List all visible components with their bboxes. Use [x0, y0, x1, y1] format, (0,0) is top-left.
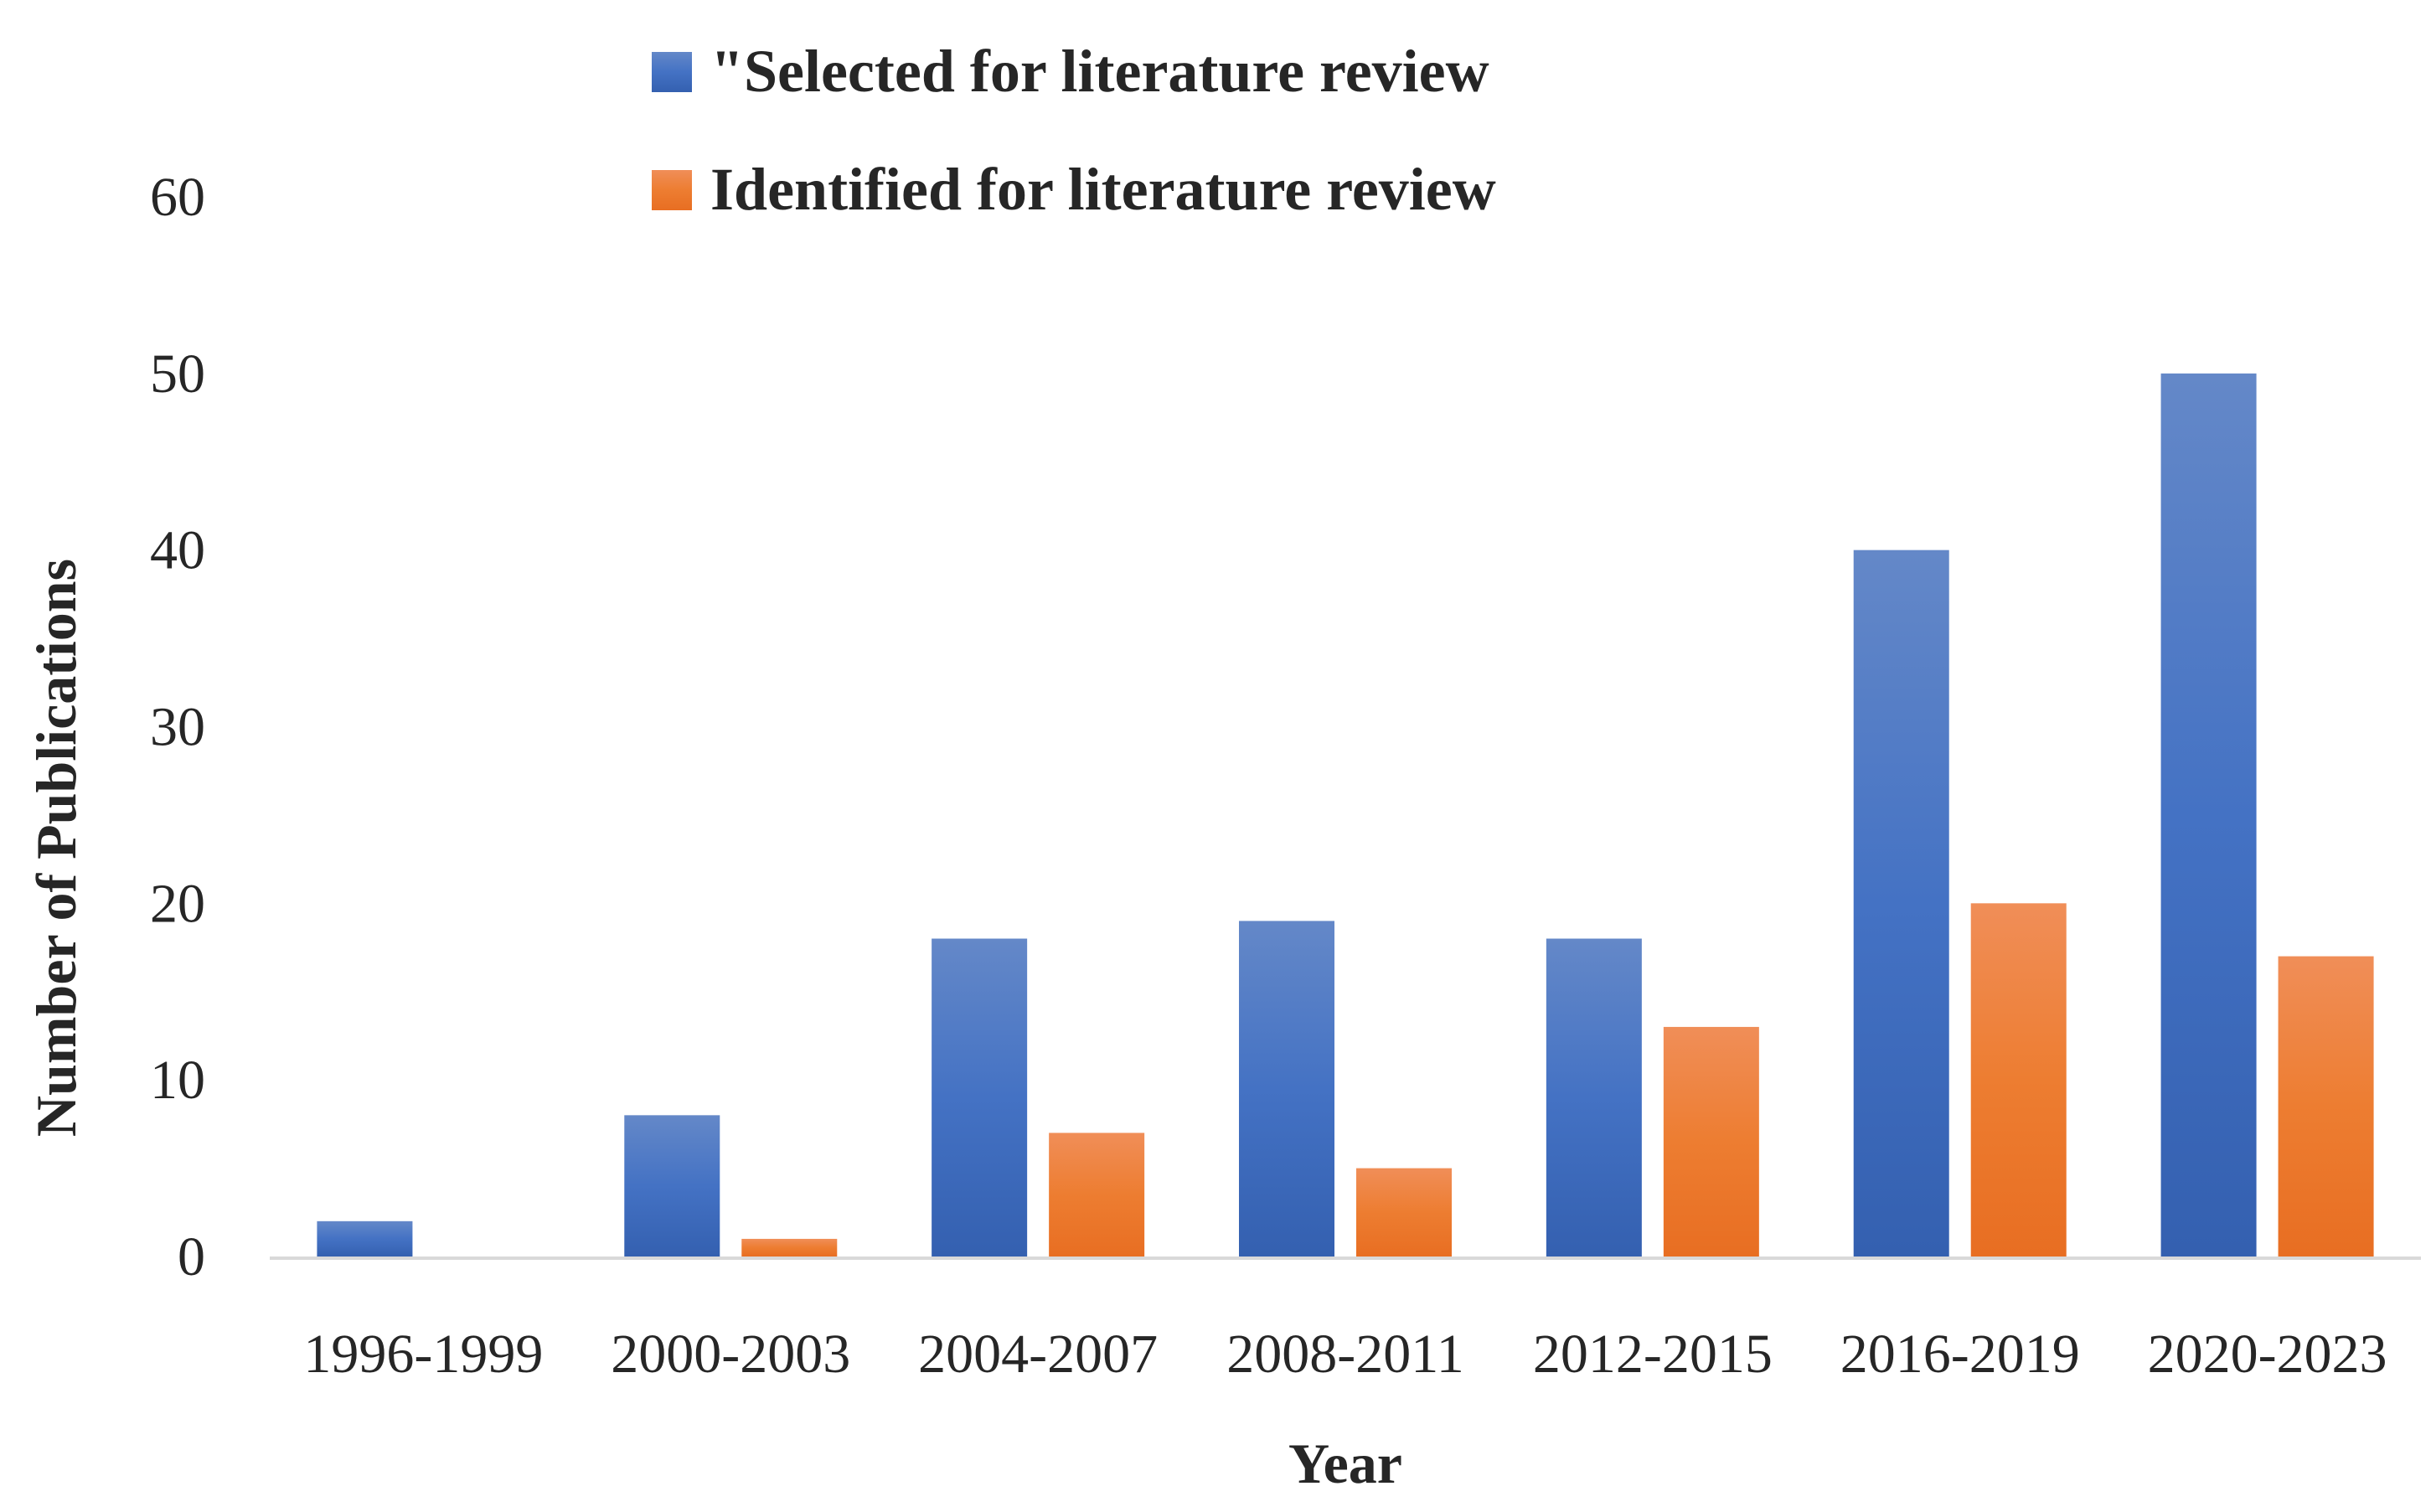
bar-selected-2020-2023: [2160, 373, 2257, 1257]
bar-selected-2016-2019: [1853, 550, 1949, 1257]
bar-selected-2004-2007: [932, 938, 1028, 1257]
bar-selected-2012-2015: [1546, 938, 1642, 1257]
y-axis-ticks: 0 10 20 30 40 50 60: [150, 167, 205, 1288]
y-tick-label: 20: [150, 873, 205, 934]
x-tick-label: 2000-2003: [611, 1324, 850, 1385]
legend-item-selected: "Selected for literature review: [652, 38, 1489, 105]
legend-label-selected: "Selected for literature review: [710, 38, 1489, 105]
bar-selected-2008-2011: [1239, 921, 1334, 1257]
y-tick-label: 0: [178, 1226, 205, 1288]
y-tick-label: 60: [150, 167, 205, 228]
bar-identified-2016-2019: [1970, 903, 2067, 1257]
y-tick-label: 10: [150, 1050, 205, 1111]
x-axis-title: Year: [1288, 1432, 1402, 1495]
bar-identified-2012-2015: [1663, 1026, 1759, 1257]
x-tick-label: 2020-2023: [2148, 1324, 2387, 1385]
y-tick-label: 30: [150, 697, 205, 758]
x-tick-label: 2012-2015: [1533, 1324, 1773, 1385]
y-tick-label: 40: [150, 520, 205, 581]
x-tick-label: 2016-2019: [1840, 1324, 2080, 1385]
bars: [317, 373, 2374, 1257]
bar-selected-1996-1999: [317, 1220, 413, 1257]
x-tick-label: 2008-2011: [1226, 1324, 1464, 1385]
bar-identified-2000-2003: [741, 1238, 838, 1257]
legend-item-identified: Identified for literature review: [652, 156, 1496, 223]
bar-selected-2000-2003: [624, 1115, 720, 1257]
x-tick-label: 2004-2007: [918, 1324, 1158, 1385]
y-tick-label: 50: [150, 343, 205, 405]
y-axis-title: Number of Publications: [24, 559, 88, 1137]
legend-label-identified: Identified for literature review: [710, 156, 1496, 223]
bar-identified-2020-2023: [2278, 956, 2374, 1257]
bar-identified-2004-2007: [1049, 1133, 1145, 1257]
bar-identified-2008-2011: [1356, 1168, 1452, 1257]
legend-swatch-selected: [652, 52, 692, 92]
legend-swatch-identified: [652, 170, 692, 210]
x-axis-ticks: 1996-1999 2000-2003 2004-2007 2008-2011 2012…: [303, 1324, 2387, 1385]
x-tick-label: 1996-1999: [303, 1324, 543, 1385]
legend: "Selected for literature review Identifi…: [652, 38, 1496, 223]
